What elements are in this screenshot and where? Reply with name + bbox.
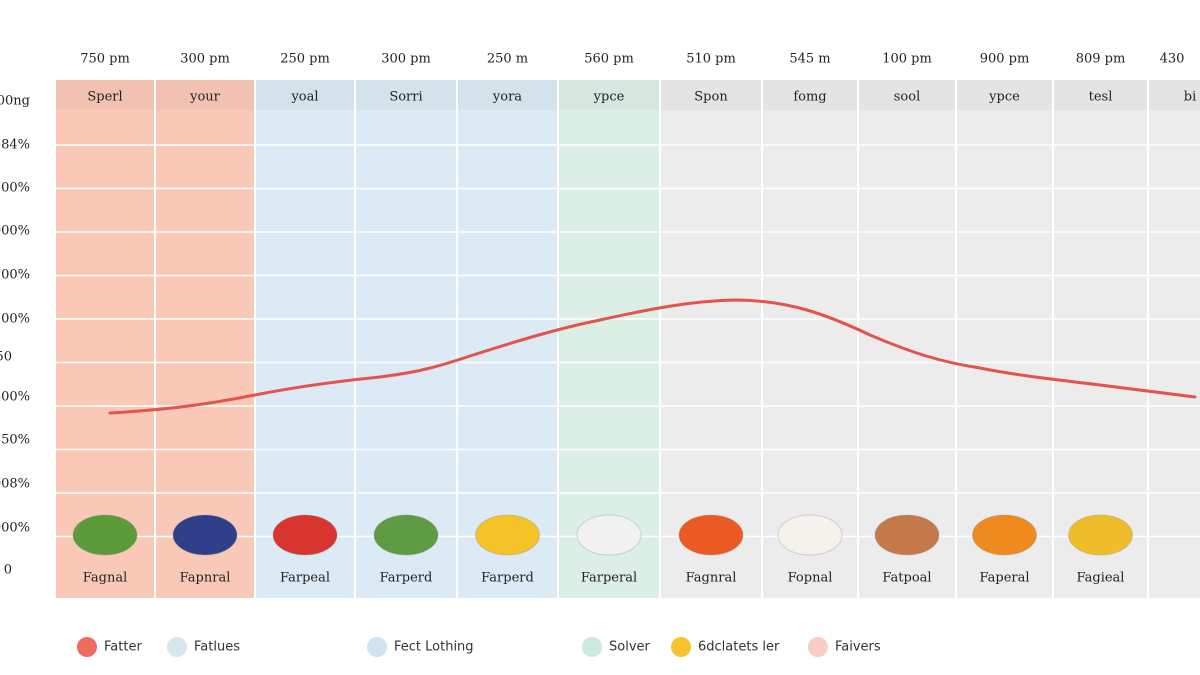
food-icon: [72, 514, 138, 556]
food-icon: [874, 514, 940, 556]
column-label: yoal: [290, 90, 318, 105]
foreground: 750 pm Sperl Fagnal 300 pm your Fapnral 250 pm…: [0, 52, 1196, 657]
food-label: Fagnal: [83, 571, 128, 586]
food-icon: [576, 514, 642, 556]
legend-swatch: [77, 637, 97, 657]
y-label: 350%: [0, 433, 30, 448]
y-label: 000%: [0, 521, 30, 536]
time-label: 300 pm: [381, 52, 431, 67]
time-label: 100 pm: [882, 52, 932, 67]
y-label: 100%: [0, 312, 30, 327]
column-label: tesl: [1089, 90, 1113, 105]
column-bg: [1148, 80, 1200, 598]
food-icon: [972, 514, 1037, 556]
legend-swatch: [167, 637, 187, 657]
food-icon: [777, 514, 843, 556]
food-label: Farpeal: [280, 571, 330, 586]
y-label: 400%: [0, 390, 30, 405]
food-label: Faperal: [979, 571, 1029, 586]
time-label: 560 pm: [584, 52, 634, 67]
food-label: Fopnal: [788, 571, 833, 586]
legend-label: Faivers: [835, 640, 881, 655]
legend-swatch: [671, 637, 691, 657]
food-icon: [373, 514, 439, 556]
column-label: bi: [1184, 90, 1196, 105]
time-label: 250 m: [487, 52, 528, 67]
legend-label: Solver: [609, 640, 651, 655]
legend-label: Fatlues: [194, 640, 240, 655]
column-label: Spon: [694, 90, 728, 105]
column-label: ypce: [593, 90, 625, 105]
legend-swatch: [808, 637, 828, 657]
column-bg: [660, 80, 762, 598]
y-label: 50: [0, 350, 12, 365]
food-label: Farperal: [581, 571, 637, 586]
column-label: your: [189, 90, 221, 105]
column-bg: [558, 80, 660, 598]
column-bg: [1053, 80, 1148, 598]
y-label: 100%: [0, 268, 30, 283]
column-bg: [355, 80, 457, 598]
column-label: sool: [894, 90, 920, 105]
column-bg: [956, 80, 1053, 598]
time-label: 250 pm: [280, 52, 330, 67]
column-bg: [55, 80, 155, 598]
time-label: 430: [1160, 52, 1185, 67]
food-label: Fapnral: [180, 571, 231, 586]
food-label: Fatpoal: [882, 571, 931, 586]
food-icon: [678, 514, 744, 556]
food-icon: [172, 514, 238, 556]
time-label: 900 pm: [980, 52, 1030, 67]
column-label: fomg: [793, 90, 826, 105]
column-bg: [457, 80, 558, 598]
food-icon: [475, 514, 540, 556]
food-icon: [1068, 514, 1133, 556]
column-label: ypce: [988, 90, 1020, 105]
column-bg: [858, 80, 956, 598]
y-label: 008%: [0, 477, 30, 492]
food-label: Fagnral: [686, 571, 737, 586]
column-label: Sorri: [389, 90, 422, 105]
y-label: 0: [4, 563, 12, 578]
time-label: 510 pm: [686, 52, 736, 67]
food-label: Farperd: [481, 571, 534, 586]
time-label: 750 pm: [80, 52, 130, 67]
y-label: 000%: [0, 224, 30, 239]
food-icon: [272, 514, 338, 556]
time-label: 300 pm: [180, 52, 230, 67]
legend-label: 6dclatets ler: [698, 640, 780, 655]
column-bg: [155, 80, 255, 598]
food-label: Fagieal: [1077, 571, 1125, 586]
y-label: 500%: [0, 181, 30, 196]
column-bg: [762, 80, 858, 598]
column-label: Sperl: [87, 90, 122, 105]
legend-swatch: [367, 637, 387, 657]
columns: [54, 80, 1200, 598]
trend-line: [108, 298, 1197, 415]
legend-swatch: [582, 637, 602, 657]
y-label: 00ng: [0, 94, 30, 109]
time-label: 545 m: [789, 52, 830, 67]
food-label: Farperd: [380, 571, 433, 586]
legend-label: Fect Lothing: [394, 640, 474, 655]
legend-label: Fatter: [104, 640, 142, 655]
column-bg: [255, 80, 355, 598]
column-label: yora: [492, 90, 522, 105]
time-label: 809 pm: [1076, 52, 1126, 67]
y-label: 584%: [0, 138, 30, 153]
